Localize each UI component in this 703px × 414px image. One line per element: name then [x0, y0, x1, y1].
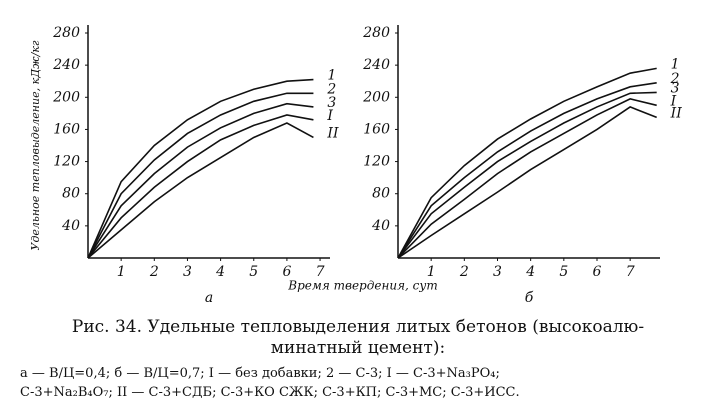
curve-label: II [326, 125, 339, 141]
curve [87, 122, 314, 259]
caption-note: а — В/Ц=0,4; б — В/Ц=0,7; I — без добавк… [20, 366, 500, 381]
curve [397, 106, 657, 259]
curve-label: I [326, 108, 333, 124]
curve-label: 1 [671, 56, 680, 72]
y-tick-label: 80 [62, 186, 80, 202]
x-tick-label: 7 [626, 264, 635, 280]
y-tick-label: 280 [52, 25, 80, 41]
y-tick-label: 200 [52, 89, 80, 105]
curve [397, 82, 657, 259]
curve [87, 92, 314, 259]
caption-title: минатный цемент): [271, 338, 445, 358]
curve-label: I [670, 93, 677, 109]
curve [397, 98, 657, 259]
x-tick-label: 3 [183, 264, 192, 280]
curve-label: 1 [327, 68, 336, 84]
curve [87, 78, 314, 259]
curve-label: 2 [670, 71, 680, 87]
curve-label: 2 [326, 81, 336, 97]
y-tick-label: 80 [372, 186, 390, 202]
curve-label: II [670, 105, 683, 121]
caption-title: Рис. 34. Удельные тепловыделения литых б… [72, 317, 644, 337]
curve [397, 91, 657, 259]
x-tick-label: 5 [249, 264, 258, 280]
y-tick-label: 160 [53, 121, 80, 137]
x-tick-label: 4 [525, 264, 535, 280]
x-tick-label: 1 [427, 264, 436, 280]
y-tick-label: 200 [362, 89, 390, 105]
y-tick-label: 40 [61, 218, 80, 234]
curve [87, 114, 314, 259]
x-tick-label: 3 [493, 264, 502, 280]
curve [87, 102, 314, 259]
x-tick-label: 2 [459, 264, 469, 280]
curve-label: 3 [671, 80, 680, 96]
x-tick-label: 5 [559, 264, 568, 280]
x-axis-label: Время твердения, сут [287, 279, 437, 293]
x-tick-label: 7 [316, 264, 325, 280]
y-axis-label: Удельное тепловыделение, кДж/кг [29, 40, 42, 250]
y-tick-label: 40 [371, 218, 390, 234]
x-tick-label: 6 [593, 264, 602, 280]
y-tick-label: 120 [363, 154, 390, 170]
x-tick-label: 2 [149, 264, 159, 280]
curve [397, 67, 657, 259]
y-tick-label: 240 [362, 57, 390, 73]
y-tick-label: 240 [52, 57, 80, 73]
x-tick-label: 6 [282, 264, 291, 280]
panel-label: а [205, 290, 213, 306]
caption-note: С-3+Na₂B₄O₇; II — С-3+СДБ; С-3+КО СЖК; С… [20, 385, 520, 400]
panel-label: б [525, 290, 534, 306]
x-tick-label: 4 [215, 264, 225, 280]
y-tick-label: 280 [362, 25, 390, 41]
curve-label: 3 [327, 95, 336, 111]
y-tick-label: 160 [363, 121, 390, 137]
y-tick-label: 120 [53, 154, 80, 170]
x-tick-label: 1 [117, 264, 126, 280]
